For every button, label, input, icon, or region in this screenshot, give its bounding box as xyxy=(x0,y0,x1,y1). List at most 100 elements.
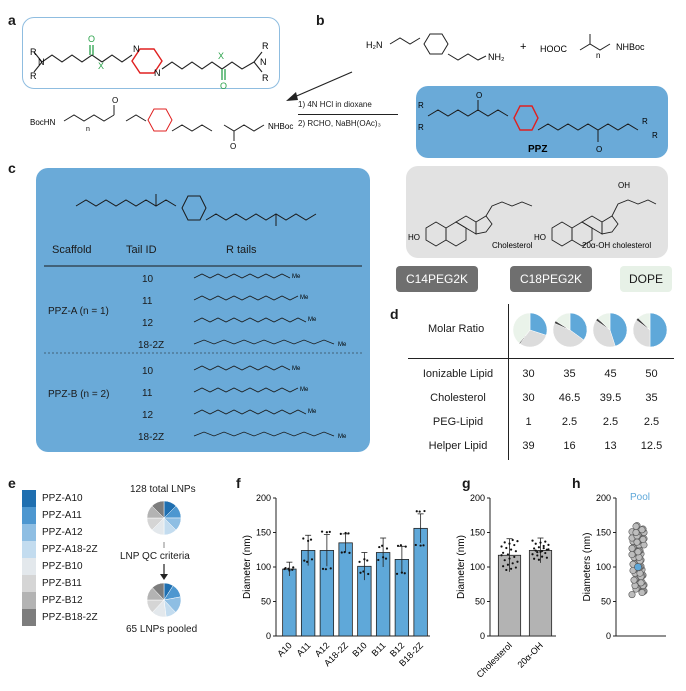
data-point xyxy=(400,571,403,574)
y-axis-label: Diameters (nm) xyxy=(582,533,593,602)
table-d-vline xyxy=(508,304,509,460)
table-d-cell: 12.5 xyxy=(640,440,663,452)
table-d-cell: 1 xyxy=(525,416,532,428)
y-axis-label: Diameter (nm) xyxy=(242,535,253,599)
table-d-row-label: Cholesterol xyxy=(430,392,486,404)
data-point xyxy=(547,548,550,551)
table-d-cell: 2.5 xyxy=(602,416,619,428)
y-tick-label: 50 xyxy=(601,597,611,607)
data-point xyxy=(632,522,640,530)
data-point xyxy=(516,560,519,563)
ratio-pie-slice xyxy=(637,312,651,331)
data-point xyxy=(542,544,545,548)
chain-left-2 xyxy=(101,54,133,63)
data-point xyxy=(513,555,516,559)
sterol-ho2: HO xyxy=(534,233,546,242)
data-point xyxy=(503,541,506,544)
data-point xyxy=(511,538,514,542)
data-point xyxy=(382,556,385,559)
panel-label-b: b xyxy=(316,12,325,28)
data-point xyxy=(547,543,550,546)
reagents-drawing: H₂N NH₂ + HOOC n NHBoc xyxy=(366,33,645,62)
structure-a-box xyxy=(22,17,280,89)
data-point xyxy=(505,546,508,550)
data-point xyxy=(423,509,426,513)
data-point xyxy=(514,566,517,569)
ppz-r4: R xyxy=(652,131,658,140)
legend-item: PPZ-B10 xyxy=(22,558,98,575)
chain-right xyxy=(161,61,223,70)
data-point xyxy=(513,543,516,547)
y-tick-label: 100 xyxy=(470,562,485,572)
data-point xyxy=(284,566,287,570)
table-d-cell: 39 xyxy=(522,440,535,452)
ratio-pie-slice xyxy=(569,312,588,341)
data-point xyxy=(536,554,539,557)
pool-pies xyxy=(146,500,182,618)
data-point xyxy=(419,544,422,547)
ppz-o1: O xyxy=(476,91,482,100)
legend-swatch xyxy=(22,490,36,507)
data-point xyxy=(502,565,505,568)
data-point xyxy=(343,550,346,554)
chain-left xyxy=(41,54,103,63)
legend-swatch xyxy=(22,524,36,541)
legend-label: PPZ-B18-2Z xyxy=(42,612,98,623)
data-point xyxy=(363,558,366,561)
data-point xyxy=(287,567,290,570)
data-point xyxy=(325,531,328,534)
ppz-r1: R xyxy=(418,101,424,110)
data-point xyxy=(358,560,361,563)
legend-label: PPZ-B12 xyxy=(42,595,83,606)
boc-intermediate: BocHN O O n NHBoc xyxy=(30,96,293,150)
step-2: 2) RCHO, NaBH(OAc)₃ xyxy=(298,119,381,128)
bar xyxy=(282,568,297,637)
acid-head: HOOC xyxy=(540,44,568,54)
ratio-pie-slice xyxy=(555,312,571,331)
legend-swatch xyxy=(22,558,36,575)
panel-label-g: g xyxy=(462,475,471,491)
data-point xyxy=(377,558,380,562)
tail-a10: 10 xyxy=(142,274,154,285)
label-o2: O xyxy=(220,81,227,89)
table-d-cell: 35 xyxy=(563,368,576,380)
chain-right-2 xyxy=(221,61,255,70)
data-point xyxy=(339,532,342,535)
data-point xyxy=(415,510,418,513)
ppz-r2: R xyxy=(418,123,424,132)
legend-label: PPZ-A18-2Z xyxy=(42,544,98,555)
legend-item: PPZ-A12 xyxy=(22,524,98,541)
reaction-conditions: 1) 4N HCl in dioxane 2) RCHO, NaBH(OAc)₃ xyxy=(298,96,398,133)
table-d-row: Helper Lipid 39 16 13 12.5 xyxy=(408,434,674,458)
data-point xyxy=(634,548,642,556)
data-point xyxy=(359,571,362,574)
pool-annotation: Pool xyxy=(630,492,650,503)
label-n-pip2: N xyxy=(154,68,161,78)
legend-label: PPZ-B10 xyxy=(42,561,83,572)
table-d-cell: 2.5 xyxy=(561,416,578,428)
data-point xyxy=(511,562,514,565)
ratio-pie-slice xyxy=(592,320,616,348)
ratio-pie-slice xyxy=(649,312,668,348)
table-d-cell: 2.5 xyxy=(643,416,660,428)
ppz-box xyxy=(416,86,668,158)
scaffold-b: PPZ-B (n = 2) xyxy=(48,389,110,400)
panel-label-d: d xyxy=(390,306,399,322)
bar xyxy=(528,550,553,637)
me-4: Me xyxy=(338,342,347,348)
table-d-cell: 46.5 xyxy=(558,392,581,404)
label-x1: X xyxy=(98,61,104,71)
data-point xyxy=(506,553,510,556)
label-r2: R xyxy=(30,71,37,81)
y-tick-label: 50 xyxy=(475,597,485,607)
data-point xyxy=(306,560,309,563)
legend-item: PPZ-A11 xyxy=(22,507,98,524)
me-7: Me xyxy=(308,409,317,415)
lnps-pooled: 65 LNPs pooled xyxy=(126,624,198,635)
ppz-structure: R R O O R R PPZ xyxy=(418,91,658,155)
ppz-label: PPZ xyxy=(528,144,547,155)
table-d-cell: 16 xyxy=(563,440,576,452)
data-point xyxy=(396,544,400,547)
legend-swatch xyxy=(22,507,36,524)
data-point xyxy=(381,544,384,547)
